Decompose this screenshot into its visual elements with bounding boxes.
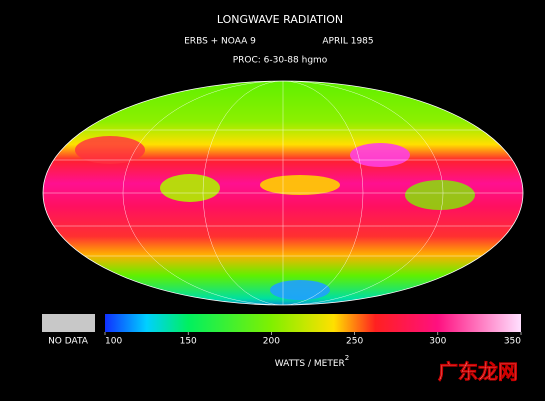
colorbar-ticks: 100 150 200 250 300 350 (104, 332, 522, 347)
unit-exponent: 2 (345, 354, 349, 362)
tick-label: 350 (504, 337, 521, 347)
tick-label: 150 (180, 337, 197, 347)
tick-label: 250 (346, 337, 363, 347)
map (43, 81, 523, 305)
processed: PROC: 6-30-88 hgmo (233, 56, 328, 66)
title: LONGWAVE RADIATION (217, 13, 343, 26)
watermark: 广东龙网 (438, 360, 518, 384)
no-data-swatch (42, 314, 95, 332)
colorbar (105, 314, 521, 332)
unit: WATTS / METER2 (275, 354, 350, 369)
tick-label: 100 (105, 337, 122, 347)
source: ERBS + NOAA 9 (184, 37, 256, 47)
date: APRIL 1985 (322, 37, 373, 47)
unit-text: WATTS / METER (275, 359, 345, 369)
no-data-label: NO DATA (48, 337, 89, 347)
map-outline (42, 80, 524, 306)
tick-label: 200 (263, 337, 280, 347)
tick-label: 300 (429, 337, 446, 347)
